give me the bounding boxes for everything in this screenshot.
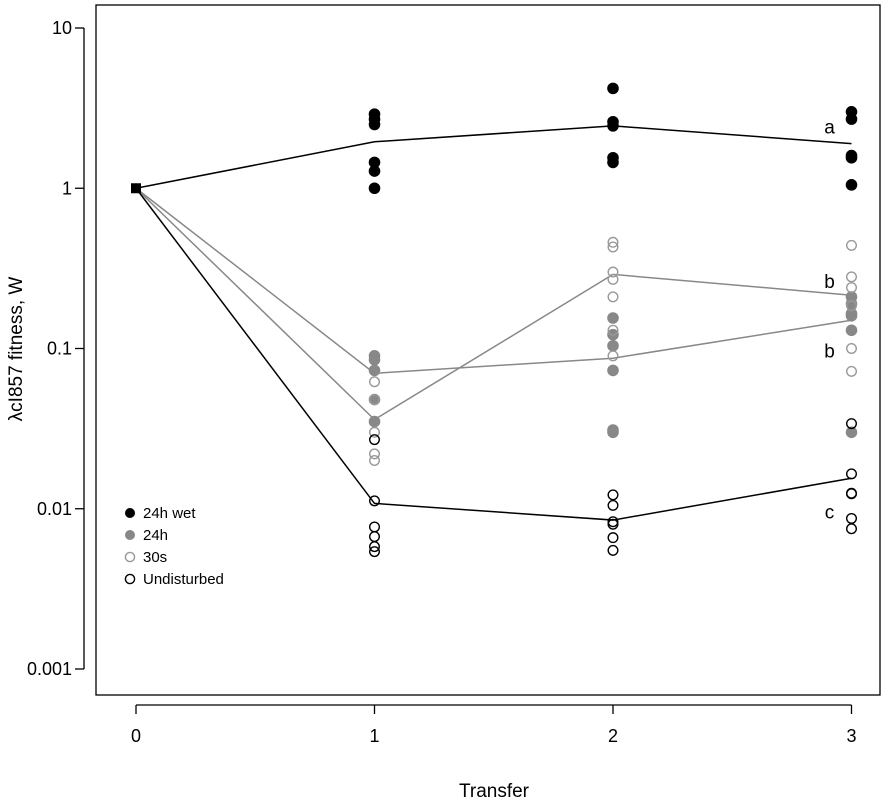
point-undisturbed xyxy=(607,544,619,556)
mean-lines-layer xyxy=(135,125,852,521)
points-layer xyxy=(131,82,858,558)
start-point-marker xyxy=(131,183,141,194)
y-tick-label: 0.001 xyxy=(27,659,72,679)
point-30s xyxy=(607,241,619,253)
point-undisturbed xyxy=(369,541,381,553)
point-24h-wet xyxy=(368,118,381,131)
legend-label: Undisturbed xyxy=(143,571,224,588)
x-tick-label: 2 xyxy=(608,726,618,746)
point-24h xyxy=(845,426,858,439)
point-24h-wet xyxy=(607,156,619,169)
point-24h xyxy=(368,364,381,377)
legend-marker xyxy=(125,530,135,540)
point-undisturbed xyxy=(369,434,381,446)
point-24h xyxy=(845,324,858,337)
point-30s xyxy=(607,266,619,278)
significance-letter: b xyxy=(824,272,835,293)
mean-line-24h xyxy=(135,187,852,375)
point-30s xyxy=(846,282,858,294)
point-undisturbed xyxy=(369,546,381,558)
point-24h-wet xyxy=(845,179,858,191)
x-tick-label: 3 xyxy=(846,726,856,746)
legend-marker xyxy=(124,573,136,585)
legend-marker xyxy=(124,551,136,563)
point-30s xyxy=(369,455,381,467)
point-24h xyxy=(607,426,619,439)
point-undisturbed xyxy=(846,488,858,500)
axes-layer: 0 1 2 3 0.001 0.01 0.1 1 10 xyxy=(27,18,857,746)
point-24h-wet xyxy=(845,113,858,125)
point-30s xyxy=(846,300,858,312)
point-30s xyxy=(369,448,381,460)
point-24h xyxy=(607,312,619,324)
point-30s xyxy=(846,271,858,283)
point-24h xyxy=(845,309,858,322)
legend-label: 24h wet xyxy=(143,505,196,522)
point-30s xyxy=(369,376,381,388)
point-30s xyxy=(607,273,619,285)
annotations-layer: a b b c xyxy=(824,117,835,523)
significance-letter: b xyxy=(824,341,835,362)
mean-line-30s xyxy=(135,187,852,421)
point-24h-wet xyxy=(845,151,858,164)
significance-letter: c xyxy=(825,502,835,523)
point-30s xyxy=(369,394,381,406)
point-24h xyxy=(607,364,619,377)
y-tick-label: 10 xyxy=(52,18,72,38)
point-30s xyxy=(607,236,619,248)
point-undisturbed xyxy=(846,523,858,535)
legend: 24h wet 24h 30s Undisturbed xyxy=(124,505,224,588)
point-undisturbed xyxy=(607,518,619,530)
x-tick-label: 1 xyxy=(369,726,379,746)
point-24h-wet xyxy=(607,120,619,132)
point-undisturbed xyxy=(846,512,858,524)
x-tick-label: 0 xyxy=(131,726,141,746)
point-24h xyxy=(607,339,619,352)
point-30s xyxy=(607,324,619,336)
point-30s xyxy=(846,365,858,377)
point-24h xyxy=(368,415,381,428)
point-undisturbed xyxy=(607,499,619,511)
point-24h-wet xyxy=(368,165,381,177)
point-30s xyxy=(369,426,381,438)
point-undisturbed xyxy=(846,468,858,480)
point-undisturbed xyxy=(607,532,619,544)
y-tick-label: 1 xyxy=(62,178,72,198)
legend-label: 30s xyxy=(143,549,167,566)
point-30s xyxy=(607,291,619,303)
point-undisturbed xyxy=(607,489,619,501)
point-undisturbed xyxy=(369,531,381,543)
point-30s xyxy=(846,343,858,355)
legend-label: 24h xyxy=(143,527,168,544)
point-24h-wet xyxy=(607,82,619,95)
point-30s xyxy=(846,239,858,251)
significance-letter: a xyxy=(824,117,835,138)
y-tick-label: 0.01 xyxy=(37,499,72,519)
point-24h-wet xyxy=(368,182,381,195)
point-24h xyxy=(368,354,381,366)
mean-line-24h-wet xyxy=(135,125,852,189)
legend-marker xyxy=(125,508,135,518)
x-axis-title: Transfer xyxy=(459,781,530,800)
mean-line-undisturbed xyxy=(135,187,852,521)
point-30s xyxy=(607,350,619,362)
plot-frame xyxy=(95,4,881,696)
point-undisturbed xyxy=(369,495,381,507)
point-undisturbed xyxy=(846,418,858,430)
point-undisturbed xyxy=(369,521,381,533)
y-tick-label: 0.1 xyxy=(47,339,72,359)
y-axis-title: λcI857 fitness, W xyxy=(6,277,27,422)
